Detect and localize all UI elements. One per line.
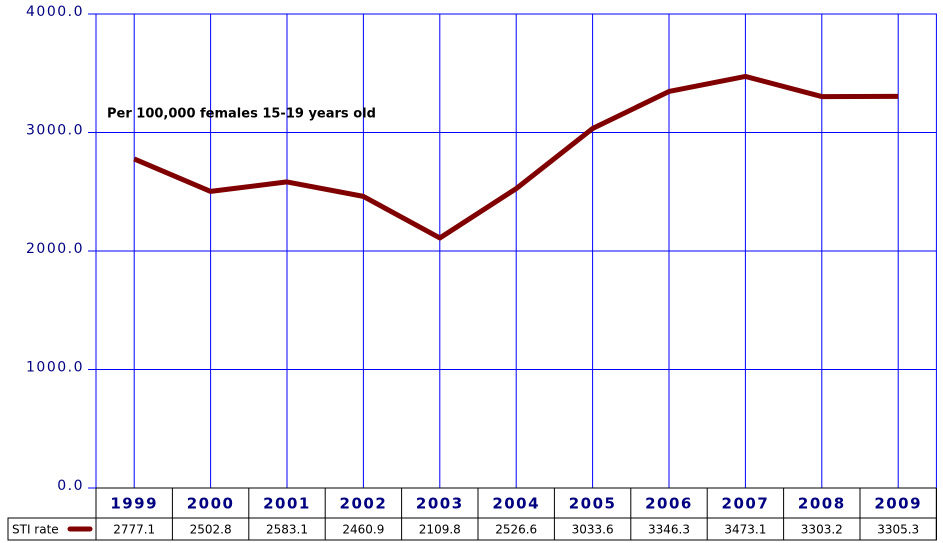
y-tick-label: 2000.0 (26, 241, 84, 257)
x-tick-label: 2005 (569, 495, 617, 513)
data-cell: 3305.3 (877, 523, 919, 537)
x-tick-label: 1999 (110, 495, 158, 513)
y-tick-label: 3000.0 (26, 123, 84, 139)
y-tick-label: 4000.0 (26, 4, 84, 20)
x-tick-label: 2003 (416, 495, 464, 513)
x-tick-label: 2001 (263, 495, 311, 513)
x-tick-label: 2000 (187, 495, 235, 513)
legend-label: STI rate (12, 523, 59, 537)
data-cell: 2777.1 (113, 523, 155, 537)
x-tick-label: 2002 (340, 495, 388, 513)
data-cell: 2109.8 (419, 523, 461, 537)
x-tick-label: 2007 (722, 495, 770, 513)
annotation: Per 100,000 females 15-19 years old (107, 107, 376, 122)
x-tick-label: 2009 (874, 495, 922, 513)
data-cell: 2460.9 (342, 523, 384, 537)
y-tick-label: 1000.0 (26, 360, 84, 376)
data-cell: 2502.8 (190, 523, 232, 537)
x-tick-label: 2006 (645, 495, 693, 513)
x-tick-label: 2008 (798, 495, 846, 513)
data-cell: 3346.3 (648, 523, 690, 537)
data-cell: 3303.2 (801, 523, 843, 537)
data-cell: 3033.6 (572, 523, 614, 537)
data-cell: 2526.6 (495, 523, 537, 537)
data-cell: 2583.1 (266, 523, 308, 537)
line-series (133, 73, 899, 241)
y-tick-label: 0.0 (57, 478, 84, 494)
x-tick-label: 2004 (492, 495, 540, 513)
data-cell: 3473.1 (724, 523, 766, 537)
